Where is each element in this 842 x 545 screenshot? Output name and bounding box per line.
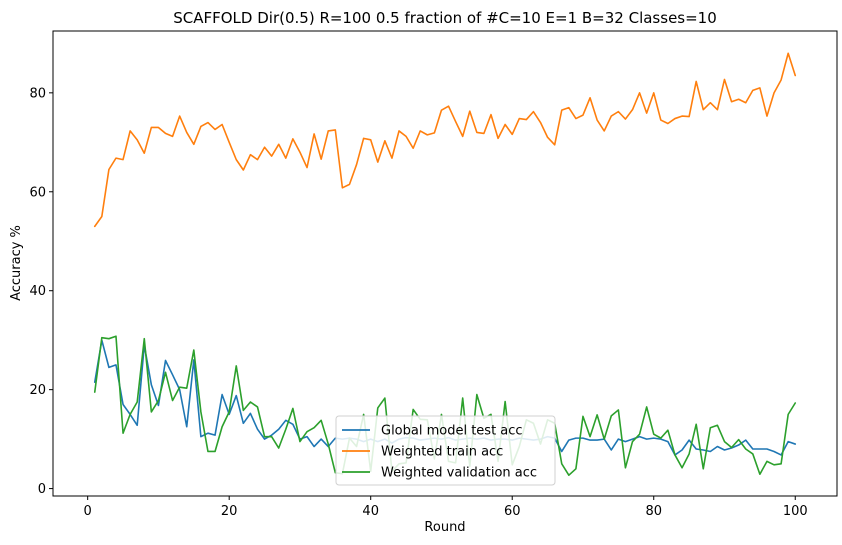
x-tick-label: 100 (783, 504, 808, 519)
axes-frame (52, 30, 838, 497)
x-tick-label: 40 (362, 504, 379, 519)
y-axis-ticks: 0 20 40 60 80 (29, 86, 53, 497)
y-axis-label: Accuracy % (9, 225, 24, 301)
y-tick-label: 60 (29, 185, 46, 200)
legend-box (335, 415, 556, 486)
x-tick-label: 20 (221, 504, 238, 519)
x-axis-label: Round (424, 520, 465, 535)
y-tick-label: 40 (29, 284, 46, 299)
series-line-2 (93, 52, 797, 228)
x-tick-label: 0 (84, 504, 92, 519)
legend-label: Weighted validation acc (381, 466, 537, 481)
legend: Global model test acc Weighted train acc W… (335, 415, 556, 486)
legend-label: Weighted train acc (381, 445, 503, 460)
x-tick-label: 80 (645, 504, 662, 519)
x-tick-label: 60 (504, 504, 521, 519)
y-tick-label: 0 (38, 482, 46, 497)
y-tick-label: 20 (29, 383, 46, 398)
legend-label: Global model test acc (381, 424, 523, 439)
x-axis-ticks: 0 20 40 60 80 100 (84, 496, 808, 519)
y-tick-label: 80 (29, 86, 46, 101)
chart-title: SCAFFOLD Dir(0.5) R=100 0.5 fraction of … (173, 9, 717, 27)
